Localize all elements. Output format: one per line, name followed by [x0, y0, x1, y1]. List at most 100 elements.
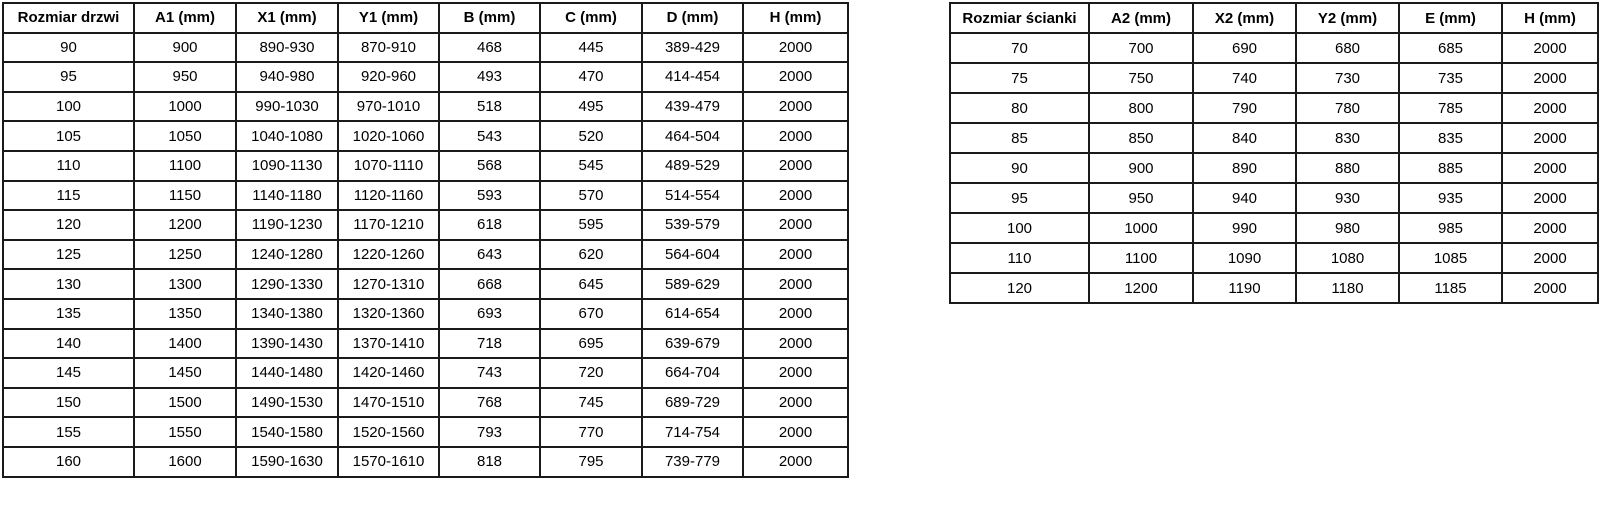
table-cell: 1340-1380	[235, 297, 339, 330]
table-cell: 495	[539, 90, 643, 123]
table-cell: 518	[438, 90, 541, 123]
table-cell: 800	[1088, 92, 1194, 124]
table-cell: 70	[949, 32, 1090, 64]
table-cell: 2000	[742, 120, 849, 152]
table-cell: 639-679	[641, 327, 744, 360]
table-cell: 2000	[742, 238, 849, 271]
table-cell: 90	[949, 152, 1090, 184]
table-cell: 1000	[1088, 212, 1194, 244]
table-cell: 990	[1192, 212, 1297, 244]
table-row: 80 800 790 780 785 2000	[949, 92, 1599, 124]
column-header: Y1 (mm)	[337, 2, 440, 34]
table-cell: 160	[2, 445, 135, 478]
header-row: Rozmiar drzwi A1 (mm) X1 (mm) Y1 (mm) B (mm)…	[2, 2, 849, 34]
table-row: 100 1000 990 980 985 2000	[949, 212, 1599, 244]
table-cell: 1400	[133, 327, 237, 360]
table-cell: 1540-1580	[235, 416, 339, 448]
table-cell: 2000	[742, 31, 849, 64]
table-cell: 735	[1398, 62, 1503, 94]
table-cell: 780	[1295, 92, 1400, 124]
table-cell: 100	[2, 90, 135, 123]
table-cell: 2000	[1501, 122, 1599, 154]
table-cell: 1570-1610	[337, 445, 440, 478]
table-cell: 95	[949, 182, 1090, 214]
table-cell: 1100	[133, 149, 237, 182]
table-row: 145 1450 1440-1480 1420-1460 743 720 664-704 20…	[2, 357, 849, 389]
door-dimensions-table: Rozmiar drzwi A1 (mm) X1 (mm) Y1 (mm) B (mm)…	[2, 2, 849, 478]
column-header: Y2 (mm)	[1295, 2, 1400, 34]
table-cell: 718	[438, 327, 541, 360]
table-cell: 1490-1530	[235, 386, 339, 419]
table-row: 120 1200 1190 1180 1185 2000	[949, 272, 1599, 304]
table-cell: 835	[1398, 122, 1503, 154]
table-cell: 1600	[133, 445, 237, 478]
table-cell: 1050	[133, 120, 237, 152]
column-header: H (mm)	[742, 2, 849, 34]
table-cell: 1390-1430	[235, 327, 339, 360]
table-cell: 840	[1192, 122, 1297, 154]
table-cell: 1020-1060	[337, 120, 440, 152]
column-header: H (mm)	[1501, 2, 1599, 34]
table-row: 110 1100 1090-1130 1070-1110 568 545 489-529 20…	[2, 149, 849, 182]
table-cell: 690	[1192, 32, 1297, 64]
table-cell: 2000	[742, 416, 849, 448]
table-cell: 664-704	[641, 357, 744, 389]
table-cell: 980	[1295, 212, 1400, 244]
table-cell: 670	[539, 297, 643, 330]
table-cell: 795	[539, 445, 643, 478]
table-cell: 614-654	[641, 297, 744, 330]
table-cell: 740	[1192, 62, 1297, 94]
table-cell: 135	[2, 297, 135, 330]
table-cell: 880	[1295, 152, 1400, 184]
table-cell: 2000	[742, 179, 849, 212]
table-cell: 445	[539, 31, 643, 64]
table-cell: 1240-1280	[235, 238, 339, 271]
table-cell: 90	[2, 31, 135, 64]
table-cell: 543	[438, 120, 541, 152]
table-cell: 743	[438, 357, 541, 389]
table-cell: 2000	[1501, 32, 1599, 64]
table-cell: 2000	[742, 386, 849, 419]
table-cell: 739-779	[641, 445, 744, 478]
table-cell: 1200	[133, 209, 237, 241]
table-cell: 570	[539, 179, 643, 212]
table-cell: 745	[539, 386, 643, 419]
table-cell: 1140-1180	[235, 179, 339, 212]
table-cell: 80	[949, 92, 1090, 124]
table-cell: 1100	[1088, 242, 1194, 274]
table-cell: 568	[438, 149, 541, 182]
table-cell: 1370-1410	[337, 327, 440, 360]
table-cell: 850	[1088, 122, 1194, 154]
table-cell: 935	[1398, 182, 1503, 214]
table-cell: 1450	[133, 357, 237, 389]
column-header: A2 (mm)	[1088, 2, 1194, 34]
table-row: 155 1550 1540-1580 1520-1560 793 770 714-754 20…	[2, 416, 849, 448]
table-cell: 985	[1398, 212, 1503, 244]
table-cell: 2000	[742, 209, 849, 241]
table-row: 130 1300 1290-1330 1270-1310 668 645 589-629 20…	[2, 268, 849, 300]
table-cell: 920-960	[337, 61, 440, 93]
table-cell: 940-980	[235, 61, 339, 93]
table-cell: 120	[949, 272, 1090, 304]
column-header: C (mm)	[539, 2, 643, 34]
table-cell: 439-479	[641, 90, 744, 123]
table-cell: 689-729	[641, 386, 744, 419]
table-cell: 2000	[1501, 92, 1599, 124]
table-cell: 593	[438, 179, 541, 212]
table-cell: 2000	[1501, 212, 1599, 244]
table-cell: 1190-1230	[235, 209, 339, 241]
table-cell: 900	[133, 31, 237, 64]
table-cell: 2000	[742, 297, 849, 330]
table-cell: 75	[949, 62, 1090, 94]
table-row: 135 1350 1340-1380 1320-1360 693 670 614-654 20…	[2, 297, 849, 330]
table-cell: 2000	[1501, 272, 1599, 304]
table-row: 70 700 690 680 685 2000	[949, 32, 1599, 64]
table-cell: 730	[1295, 62, 1400, 94]
column-header: E (mm)	[1398, 2, 1503, 34]
table-cell: 830	[1295, 122, 1400, 154]
wall-dimensions-table: Rozmiar ścianki A2 (mm) X2 (mm) Y2 (mm) E (m…	[949, 2, 1599, 304]
table-cell: 1080	[1295, 242, 1400, 274]
column-header: X2 (mm)	[1192, 2, 1297, 34]
table-cell: 1120-1160	[337, 179, 440, 212]
table-cell: 2000	[742, 61, 849, 93]
